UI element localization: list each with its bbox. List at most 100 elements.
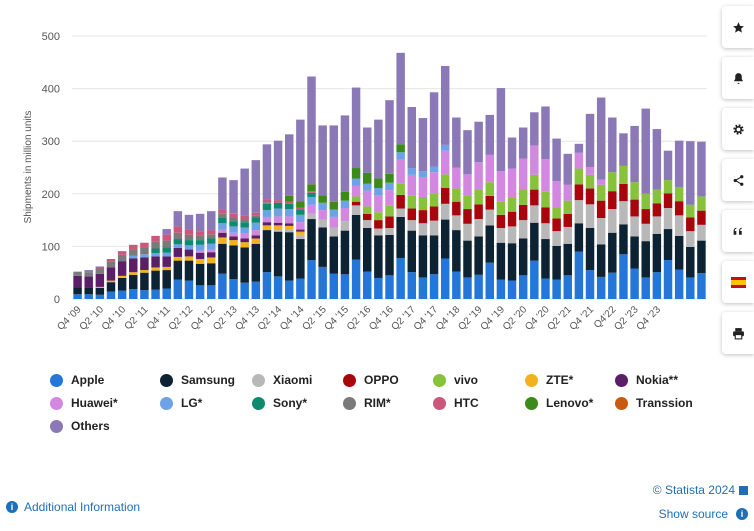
bar-segment — [362, 190, 372, 207]
legend-item[interactable]: Others — [50, 417, 160, 435]
legend-item[interactable]: Sony* — [252, 394, 343, 412]
bar-segment — [151, 256, 160, 268]
bar-segment — [218, 229, 227, 233]
bar-segment — [418, 235, 428, 278]
bar-segment — [140, 247, 149, 255]
favorite-button[interactable] — [722, 6, 754, 48]
bar-segment — [207, 243, 216, 250]
bar-segment — [262, 222, 272, 226]
bar-segment — [585, 270, 595, 299]
legend-item[interactable]: vivo — [433, 371, 525, 389]
bar-segment — [273, 231, 283, 277]
bar-segment — [674, 186, 684, 202]
bar-segment — [273, 200, 283, 203]
bar-segment — [574, 223, 584, 252]
bar-segment — [396, 152, 405, 160]
legend-label: OPPO — [364, 373, 399, 387]
bar-segment — [418, 196, 428, 211]
bar-segment — [630, 236, 639, 269]
legend-label: ZTE* — [546, 373, 574, 387]
bar-segment — [184, 229, 194, 235]
bar-segment — [340, 221, 350, 231]
legend-item[interactable]: RIM* — [343, 394, 433, 412]
bar-segment — [140, 257, 149, 271]
bar-segment — [407, 220, 417, 231]
legend-item[interactable]: Nokia** — [615, 371, 695, 389]
bar-segment — [652, 272, 662, 299]
bar-segment — [652, 203, 662, 217]
legend-label: Lenovo* — [546, 396, 594, 410]
legend-item[interactable]: Lenovo* — [525, 394, 615, 412]
bar-segment — [496, 171, 506, 202]
legend-label: Huawei* — [71, 396, 118, 410]
bar-segment — [362, 172, 372, 184]
copyright-link[interactable]: © Statista 2024 — [653, 478, 748, 502]
legend-item[interactable]: Huawei* — [50, 394, 160, 412]
bar-segment — [374, 228, 383, 236]
bar-segment — [574, 143, 584, 153]
bar-segment — [429, 220, 439, 236]
bar-segment — [318, 266, 327, 299]
bar-segment — [129, 249, 138, 256]
legend-item[interactable]: OPPO — [343, 371, 433, 389]
bar-segment — [697, 273, 706, 299]
bar-segment — [652, 216, 662, 234]
legend-item[interactable]: Apple — [50, 371, 160, 389]
bar-segment — [530, 112, 539, 146]
y-tick-label: 0 — [54, 294, 60, 306]
bar-segment — [229, 221, 238, 227]
bar-segment — [596, 200, 606, 218]
legend-dot — [160, 396, 173, 410]
bar-segment — [563, 200, 572, 214]
bar-segment — [340, 191, 350, 201]
show-source-link[interactable]: Show source i — [653, 502, 748, 526]
bar-segment — [608, 209, 617, 233]
bar-segment — [351, 185, 361, 197]
bar-segment — [351, 201, 361, 206]
bar-segment — [95, 294, 105, 299]
bar-segment — [296, 231, 305, 235]
bar-segment — [585, 174, 595, 189]
bar-segment — [374, 235, 383, 278]
legend-item[interactable]: Samsung — [160, 371, 252, 389]
bar-segment — [452, 188, 461, 202]
bar-segment — [95, 287, 105, 295]
bar-segment — [73, 275, 82, 288]
bar-segment — [329, 216, 339, 228]
bar-segment — [173, 211, 183, 227]
bar-segment — [674, 201, 684, 216]
bar-segment — [218, 273, 227, 299]
legend-dot — [433, 396, 446, 410]
bar-segment — [307, 204, 316, 214]
cite-button[interactable] — [722, 210, 754, 252]
legend-item[interactable]: Transsion — [615, 394, 695, 412]
legend-item[interactable]: HTC — [433, 394, 525, 412]
bar-segment — [95, 286, 105, 288]
bar-segment — [385, 182, 394, 191]
legend-item[interactable]: LG* — [160, 394, 252, 412]
additional-information-link[interactable]: i Additional Information — [6, 500, 140, 514]
bar-segment — [474, 204, 483, 220]
bar-segment — [195, 259, 205, 264]
legend-item[interactable]: Xiaomi — [252, 371, 343, 389]
bar-segment — [485, 182, 494, 196]
y-axis-label: Shipments in million units — [23, 111, 34, 224]
language-button[interactable] — [722, 261, 754, 303]
bar-segment — [229, 180, 238, 214]
legend-item[interactable]: ZTE* — [525, 371, 615, 389]
print-button[interactable] — [722, 312, 754, 354]
bar-segment — [385, 234, 394, 276]
settings-button[interactable] — [722, 108, 754, 150]
bar-segment — [552, 231, 561, 246]
bar-segment — [273, 225, 283, 231]
bar-segment — [207, 263, 216, 286]
bar-segment — [686, 141, 695, 205]
notification-button[interactable] — [722, 57, 754, 99]
bar-segment — [318, 210, 327, 220]
bar-segment — [240, 168, 249, 216]
bar-segment — [285, 216, 294, 224]
share-button[interactable] — [722, 159, 754, 201]
quote-icon — [733, 227, 742, 235]
bar-segment — [129, 289, 138, 299]
bar-segment — [585, 188, 595, 205]
